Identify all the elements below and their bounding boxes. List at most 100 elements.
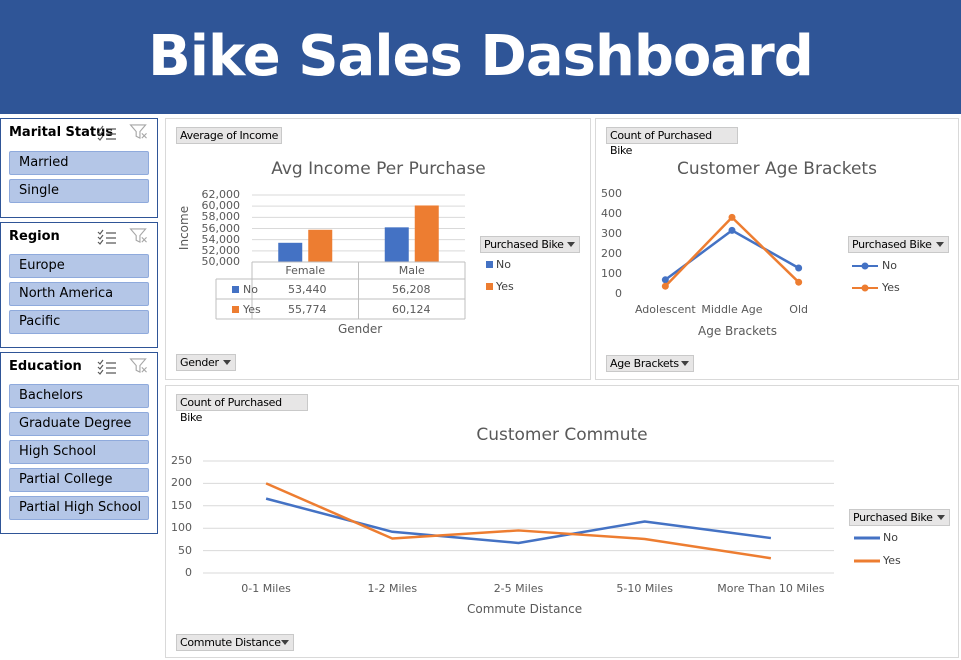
slicer-education: Education Bachelors Graduate Degree High… [0, 352, 158, 534]
field-button-purchased-bike[interactable]: Purchased Bike [848, 236, 949, 253]
x-axis-label: Commute Distance [467, 602, 583, 616]
slicer-item-partial-college[interactable]: Partial College [9, 468, 149, 492]
x-tick-label: Middle Age [701, 303, 763, 316]
table-label: No [243, 283, 258, 296]
y-tick-label: 250 [171, 454, 192, 467]
x-tick-label: 5-10 Miles [616, 582, 673, 595]
y-tick-label: 400 [601, 207, 622, 220]
x-axis-label: Gender [338, 322, 383, 336]
slicer-item-partial-high-school[interactable]: Partial High School [9, 496, 149, 520]
series-line-yes [265, 482, 772, 560]
slicer-item-high-school[interactable]: High School [9, 440, 149, 464]
field-button-purchased-bike[interactable]: Purchased Bike [480, 236, 580, 253]
y-tick-label: 52,000 [201, 243, 241, 257]
y-tick-label: 60,000 [201, 199, 241, 213]
dashboard-header: Bike Sales Dashboard [0, 0, 961, 114]
point-no-0 [661, 276, 669, 284]
commute-chart-panel: Count of Purchased Bike Customer Commute… [165, 385, 959, 658]
legend-swatch-yes [232, 306, 239, 313]
income-bar-chart [215, 194, 466, 320]
table-cell: 56,208 [392, 283, 431, 296]
dropdown-arrow-icon [936, 242, 944, 247]
x-tick-label: Male [398, 264, 425, 277]
legend-swatch-no [232, 286, 239, 293]
slicer-item-graduate-degree[interactable]: Graduate Degree [9, 412, 149, 436]
commute-line-chart [203, 460, 834, 574]
legend-marker-no [854, 536, 880, 540]
slicer-item-bachelors[interactable]: Bachelors [9, 384, 149, 408]
bar-no-female [278, 242, 303, 262]
legend-label-no: No [496, 258, 511, 271]
field-button-label: Gender [180, 356, 219, 369]
field-button-gender[interactable]: Gender [176, 354, 236, 371]
dropdown-arrow-icon [681, 361, 689, 366]
point-yes-2 [795, 278, 803, 286]
field-button-label: Purchased Bike [852, 238, 932, 251]
slicer-item-pacific[interactable]: Pacific [9, 310, 149, 334]
y-tick-label: 54,000 [201, 232, 241, 246]
legend-marker-yes [854, 559, 880, 563]
bar-yes-female [308, 229, 333, 262]
y-tick-label: 100 [171, 521, 192, 535]
income-chart-panel: Average of Income Avg Income Per Purchas… [165, 118, 591, 380]
field-button-label: Age Brackets [610, 357, 679, 370]
x-tick-label: Old [789, 303, 808, 316]
clear-filter-icon[interactable] [129, 124, 149, 140]
field-button-label: Purchased Bike [853, 511, 933, 524]
age-line-chart [661, 213, 803, 290]
table-cell: 55,774 [288, 303, 327, 316]
y-tick-label: 62,000 [201, 188, 241, 201]
multi-select-icon[interactable] [97, 229, 117, 245]
x-tick-label: More Than 10 Miles [717, 582, 825, 595]
slicer-item-europe[interactable]: Europe [9, 254, 149, 278]
slicer-marital-status: Marital Status Married Single [0, 118, 158, 218]
field-button-label: Count of Purchased Bike [180, 396, 282, 424]
legend-swatch-yes [486, 283, 493, 290]
age-chart-panel: Count of Purchased Bike Customer Age Bra… [595, 118, 959, 380]
dropdown-arrow-icon [281, 640, 289, 645]
bar-no-male [384, 227, 409, 262]
legend-marker-yes [852, 284, 878, 292]
x-tick-label: 1-2 Miles [367, 582, 418, 595]
dropdown-arrow-icon [223, 360, 231, 365]
field-button-count-of-purchased-bike[interactable]: Count of Purchased Bike [606, 127, 738, 157]
field-button-count-of-purchased-bike[interactable]: Count of Purchased Bike [176, 394, 308, 424]
y-tick-label: 100 [601, 267, 622, 280]
field-button-purchased-bike[interactable]: Purchased Bike [849, 509, 950, 526]
table-cell: 53,440 [288, 283, 327, 296]
y-tick-label: 200 [171, 476, 192, 490]
field-button-age-brackets[interactable]: Age Brackets [606, 355, 694, 372]
y-tick-label: 58,000 [201, 210, 241, 224]
clear-filter-icon[interactable] [129, 228, 149, 244]
clear-filter-icon[interactable] [129, 358, 149, 374]
legend-label-yes: Yes [883, 554, 901, 567]
field-button-label: Commute Distance [180, 636, 281, 649]
point-no-2 [795, 264, 803, 272]
table-row-label-yes: Yes [232, 303, 261, 316]
slicer-item-north-america[interactable]: North America [9, 282, 149, 306]
legend-swatch-no [486, 261, 493, 268]
field-button-average-of-income[interactable]: Average of Income [176, 127, 282, 144]
legend-marker-no [852, 262, 878, 270]
multi-select-icon[interactable] [97, 359, 117, 375]
point-no-1 [728, 226, 736, 234]
y-tick-label: 0 [185, 566, 192, 579]
field-button-label: Count of Purchased Bike [610, 129, 712, 157]
field-button-label: Purchased Bike [484, 238, 564, 251]
point-yes-1 [728, 213, 736, 221]
slicer-title: Education [9, 359, 82, 374]
legend-label-no: No [883, 531, 898, 544]
dropdown-arrow-icon [937, 515, 945, 520]
field-button-commute-distance[interactable]: Commute Distance [176, 634, 294, 651]
x-tick-label: 2-5 Miles [493, 582, 544, 595]
x-tick-label: Female [285, 264, 326, 277]
dropdown-arrow-icon [567, 242, 575, 247]
slicer-item-single[interactable]: Single [9, 179, 149, 203]
slicer-title: Region [9, 229, 60, 244]
multi-select-icon[interactable] [97, 125, 117, 141]
chart-title: Avg Income Per Purchase [271, 159, 486, 179]
table-cell: 60,124 [392, 303, 431, 316]
y-tick-label: 50,000 [201, 255, 241, 268]
series-line-no [664, 229, 800, 281]
slicer-item-married[interactable]: Married [9, 151, 149, 175]
